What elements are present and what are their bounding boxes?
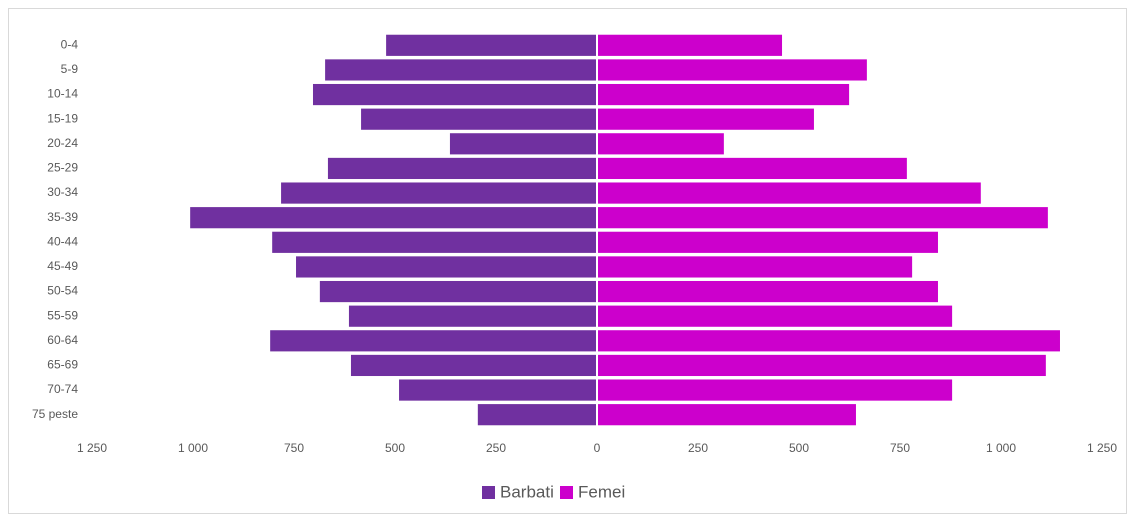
x-tick-label: 750 — [890, 441, 910, 455]
bar — [597, 83, 850, 106]
x-tick-label: 500 — [789, 441, 809, 455]
bar — [449, 133, 597, 155]
bar — [361, 108, 597, 130]
legend-label: Barbati — [500, 482, 554, 501]
bar — [597, 305, 953, 327]
y-tick-label: 15-19 — [47, 111, 78, 125]
bar — [597, 330, 1060, 352]
bar — [270, 330, 597, 352]
y-tick-label: 40-44 — [47, 234, 78, 248]
legend-swatch — [482, 486, 495, 499]
bar — [597, 59, 867, 81]
bar — [597, 379, 953, 401]
bar — [597, 354, 1046, 377]
bar — [597, 207, 1048, 229]
y-tick-label: 60-64 — [47, 333, 78, 347]
x-tick-label: 250 — [486, 441, 506, 455]
bar — [386, 34, 597, 56]
y-tick-label: 65-69 — [47, 358, 78, 372]
x-tick-label: 1 000 — [986, 441, 1016, 455]
bar — [597, 280, 938, 303]
bar — [350, 354, 597, 377]
bar — [272, 231, 597, 253]
x-tick-label: 750 — [284, 441, 304, 455]
bar — [325, 59, 597, 81]
y-tick-label: 25-29 — [47, 161, 78, 175]
bar — [296, 256, 597, 278]
y-tick-label: 45-49 — [47, 259, 78, 273]
y-tick-label: 75 peste — [32, 407, 78, 421]
y-tick-label: 70-74 — [47, 382, 78, 396]
bar — [597, 133, 724, 155]
legend-label: Femei — [578, 482, 625, 501]
bar — [348, 305, 597, 327]
bar — [312, 83, 597, 106]
x-tick-label: 250 — [688, 441, 708, 455]
bar — [597, 404, 856, 426]
bar — [281, 182, 597, 204]
y-tick-label: 30-34 — [47, 185, 78, 199]
x-tick-label: 500 — [385, 441, 405, 455]
legend-swatch — [560, 486, 573, 499]
y-tick-label: 50-54 — [47, 284, 78, 298]
bar — [190, 207, 597, 229]
bar — [597, 256, 913, 278]
y-tick-label: 35-39 — [47, 210, 78, 224]
x-tick-label: 1 250 — [77, 441, 107, 455]
bar — [597, 182, 981, 204]
bar — [477, 404, 597, 426]
y-tick-label: 10-14 — [47, 87, 78, 101]
x-tick-label: 1 250 — [1087, 441, 1117, 455]
bar — [597, 231, 938, 253]
y-tick-label: 0-4 — [61, 37, 79, 51]
bar — [327, 157, 597, 180]
x-tick-label: 1 000 — [178, 441, 208, 455]
bar — [399, 379, 597, 401]
x-tick-label: 0 — [594, 441, 601, 455]
y-tick-label: 55-59 — [47, 308, 78, 322]
y-tick-label: 20-24 — [47, 136, 78, 150]
y-tick-label: 5-9 — [61, 62, 79, 76]
bar — [597, 157, 907, 180]
bar — [597, 34, 783, 56]
bar — [597, 108, 814, 130]
bar — [319, 280, 597, 303]
